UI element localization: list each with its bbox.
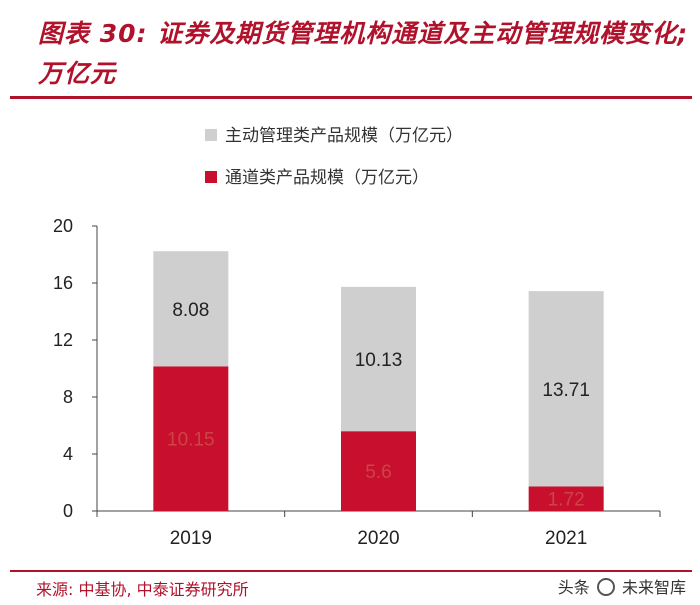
title-rule [10,96,692,99]
x-tick-label-2021: 2021 [545,528,587,549]
y-tick-label: 8 [63,387,73,407]
data-label-active-2021: 13.71 [542,380,590,401]
y-tick-label: 0 [63,501,73,521]
bar-passive-2021 [528,486,604,511]
x-tick-label-2020: 2020 [357,528,399,549]
y-tick-label: 12 [53,330,73,350]
legend-label-0: 主动管理类产品规模（万亿元） [225,126,463,146]
y-tick-label: 20 [53,216,73,236]
source-note: 来源: 中基协, 中泰证券研究所 [36,580,249,599]
legend-swatch-0 [205,129,217,141]
bar-passive-2020 [341,431,416,511]
bottom-rule [10,570,692,572]
watermark: 头条 未来智库 [553,574,690,598]
data-label-passive-2021: 1.72 [548,490,585,511]
data-label-active-2020: 10.13 [355,350,403,371]
watermark-right: 未来智库 [621,578,686,597]
legend-label-1: 通道类产品规模（万亿元） [225,168,429,188]
data-label-passive-2019: 10.15 [167,430,215,451]
bar-active-2020 [341,286,416,432]
legend-swatch-1 [205,171,217,183]
watermark-left: 头条 [557,578,590,597]
y-tick-label: 16 [53,273,73,293]
data-label-active-2019: 8.08 [172,300,209,321]
chart-area: 主动管理类产品规模（万亿元） 通道类产品规模（万亿元） 0 4 8 12 16 20 10.15… [53,126,661,549]
bar-active-2021 [528,291,604,487]
x-tick-label-2019: 2019 [170,528,212,549]
y-tick-label: 4 [63,444,73,464]
data-label-passive-2020: 5.6 [365,462,391,483]
watermark-logo-icon [596,578,615,596]
bar-passive-2019 [153,366,229,511]
bar-active-2019 [153,251,229,367]
chart-title: 图表 30: 证券及期货管理机构通道及主动管理规模变化; 万亿元 [38,19,689,88]
